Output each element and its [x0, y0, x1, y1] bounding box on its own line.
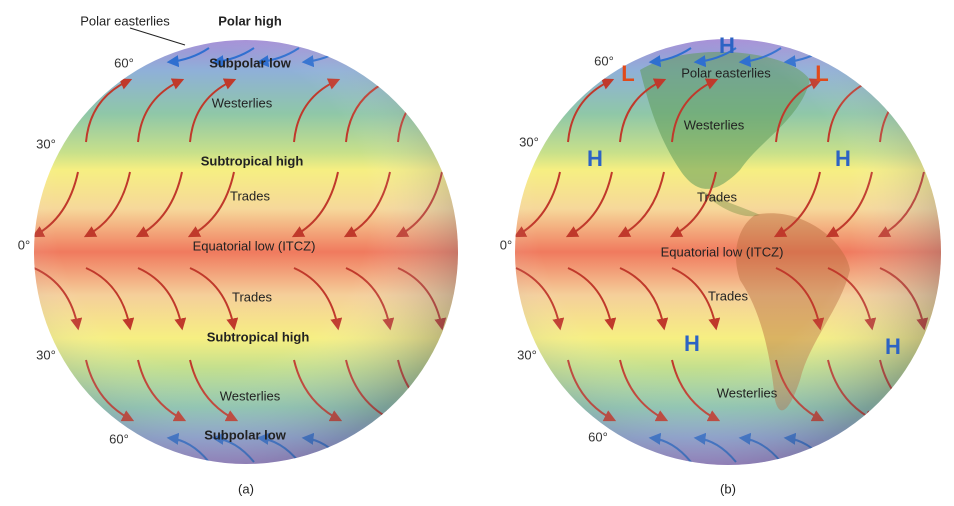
label: Trades: [232, 289, 272, 304]
pressure-center: H: [684, 331, 700, 356]
label: Polar easterlies: [80, 13, 170, 28]
pressure-center: H: [587, 146, 603, 171]
globe-shading: [515, 39, 941, 465]
globe-a: Polar easterlies Polar high Subpolar low…: [18, 13, 458, 496]
label: Trades: [708, 288, 748, 303]
label: Subtropical high: [201, 153, 304, 168]
latitude: 30°: [517, 347, 537, 362]
label: Polar high: [218, 13, 282, 28]
latitude: 60°: [114, 55, 134, 70]
pressure-center: H: [885, 334, 901, 359]
latitude: 0°: [500, 237, 512, 252]
latitude: 0°: [18, 237, 30, 252]
label: Equatorial low (ITCZ): [661, 244, 784, 259]
pressure-center: L: [621, 61, 634, 86]
latitude: 30°: [519, 134, 539, 149]
label: Subpolar low: [209, 55, 292, 70]
label: Westerlies: [717, 385, 778, 400]
label: Subpolar low: [204, 427, 287, 442]
leader-line: [129, 27, 186, 46]
label: Trades: [697, 189, 737, 204]
globe-shading: [34, 40, 458, 464]
latitude: 30°: [36, 347, 56, 362]
latitude: 60°: [109, 431, 129, 446]
label: Subtropical high: [207, 329, 310, 344]
label: Westerlies: [684, 117, 745, 132]
label: Westerlies: [212, 95, 273, 110]
caption: (b): [720, 481, 736, 496]
latitude: 60°: [588, 429, 608, 444]
pressure-center: H: [719, 33, 735, 58]
label: Polar easterlies: [681, 65, 771, 80]
latitude: 30°: [36, 136, 56, 151]
label: Trades: [230, 188, 270, 203]
label: Westerlies: [220, 388, 281, 403]
pressure-center: L: [815, 61, 828, 86]
pressure-center: H: [835, 146, 851, 171]
caption: (a): [238, 481, 254, 496]
label: Equatorial low (ITCZ): [193, 238, 316, 253]
latitude: 60°: [594, 53, 614, 68]
globe-b: Polar easterlies Westerlies Trades Equat…: [500, 33, 941, 496]
